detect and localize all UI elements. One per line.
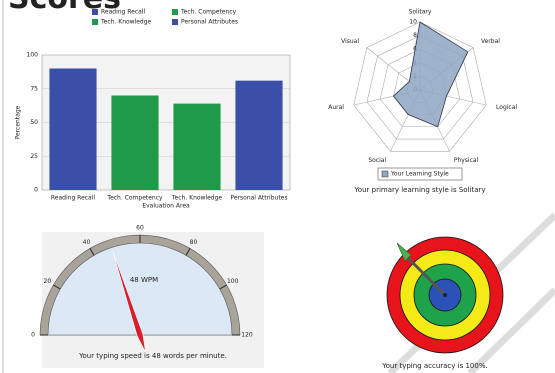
legend-label: Personal Attributes bbox=[181, 19, 238, 26]
legend-swatch bbox=[381, 170, 389, 178]
dart bbox=[396, 242, 447, 297]
tick-label: 120 bbox=[241, 332, 253, 339]
tick-label: 0 bbox=[31, 332, 35, 339]
legend-swatch bbox=[172, 19, 178, 25]
legend-box bbox=[377, 167, 463, 181]
stripe bbox=[467, 287, 555, 373]
tick-mark bbox=[89, 248, 95, 256]
bar bbox=[173, 103, 221, 190]
category-label: Social bbox=[368, 157, 386, 164]
x-tick-label: Tech. Knowledge bbox=[171, 195, 223, 202]
legend-swatch bbox=[172, 9, 178, 15]
y-tick-label: 50 bbox=[30, 119, 38, 126]
category-label: Physical bbox=[454, 157, 479, 164]
category-label: Aural bbox=[328, 104, 344, 111]
tick-label: 20 bbox=[44, 278, 52, 285]
tick-label: 40 bbox=[83, 239, 91, 246]
bar bbox=[235, 80, 283, 190]
legend-label: Your Learning Style bbox=[390, 171, 449, 178]
y-tick-label: 75 bbox=[30, 85, 38, 92]
dart-tip bbox=[443, 293, 447, 297]
tick-mark bbox=[219, 284, 227, 290]
legend-label: Tech. Knowledge bbox=[100, 19, 152, 26]
tick-label: 80 bbox=[190, 239, 198, 246]
gauge-face bbox=[47, 242, 233, 336]
needle bbox=[112, 251, 146, 353]
category-label: Verbal bbox=[481, 38, 500, 45]
category-label: Logical bbox=[496, 104, 517, 111]
legend-label: Reading Recall bbox=[101, 9, 145, 16]
r-tick-label: 8 bbox=[413, 32, 417, 39]
caption: Your typing accuracy is 100%. bbox=[381, 362, 487, 370]
dart-fletch bbox=[396, 242, 412, 262]
y-tick-label: 25 bbox=[30, 153, 38, 160]
bar bbox=[111, 95, 159, 190]
radar-area bbox=[392, 21, 469, 128]
legend-swatch bbox=[92, 9, 98, 15]
tick-label: 60 bbox=[136, 225, 144, 232]
y-axis-label: Percentage bbox=[15, 105, 22, 139]
x-tick-label: Personal Attributes bbox=[230, 195, 287, 202]
x-axis-label: Evaluation Area bbox=[142, 203, 190, 210]
tick-mark bbox=[185, 248, 191, 256]
y-tick-label: 100 bbox=[27, 52, 39, 59]
legend-swatch bbox=[92, 19, 98, 25]
tick-mark bbox=[53, 284, 61, 290]
caption: Your primary learning style is Solitary bbox=[353, 186, 485, 194]
value-label: 48 WPM bbox=[130, 276, 158, 284]
x-tick-label: Reading Recall bbox=[51, 195, 95, 202]
legend-label: Tech. Competency bbox=[180, 9, 237, 16]
r-tick-label: 10 bbox=[409, 19, 417, 26]
grid-ring bbox=[366, 35, 474, 140]
category-label: Solitary bbox=[409, 9, 432, 16]
caption: Your typing speed is 48 words per minute… bbox=[78, 352, 227, 360]
y-tick-label: 0 bbox=[34, 187, 38, 194]
category-label: Visual bbox=[341, 38, 359, 45]
bar bbox=[49, 68, 97, 190]
x-tick-label: Tech. Competency bbox=[106, 195, 163, 202]
grid-ring bbox=[353, 21, 487, 152]
tick-label: 100 bbox=[227, 278, 239, 285]
dart-shaft bbox=[403, 253, 447, 297]
